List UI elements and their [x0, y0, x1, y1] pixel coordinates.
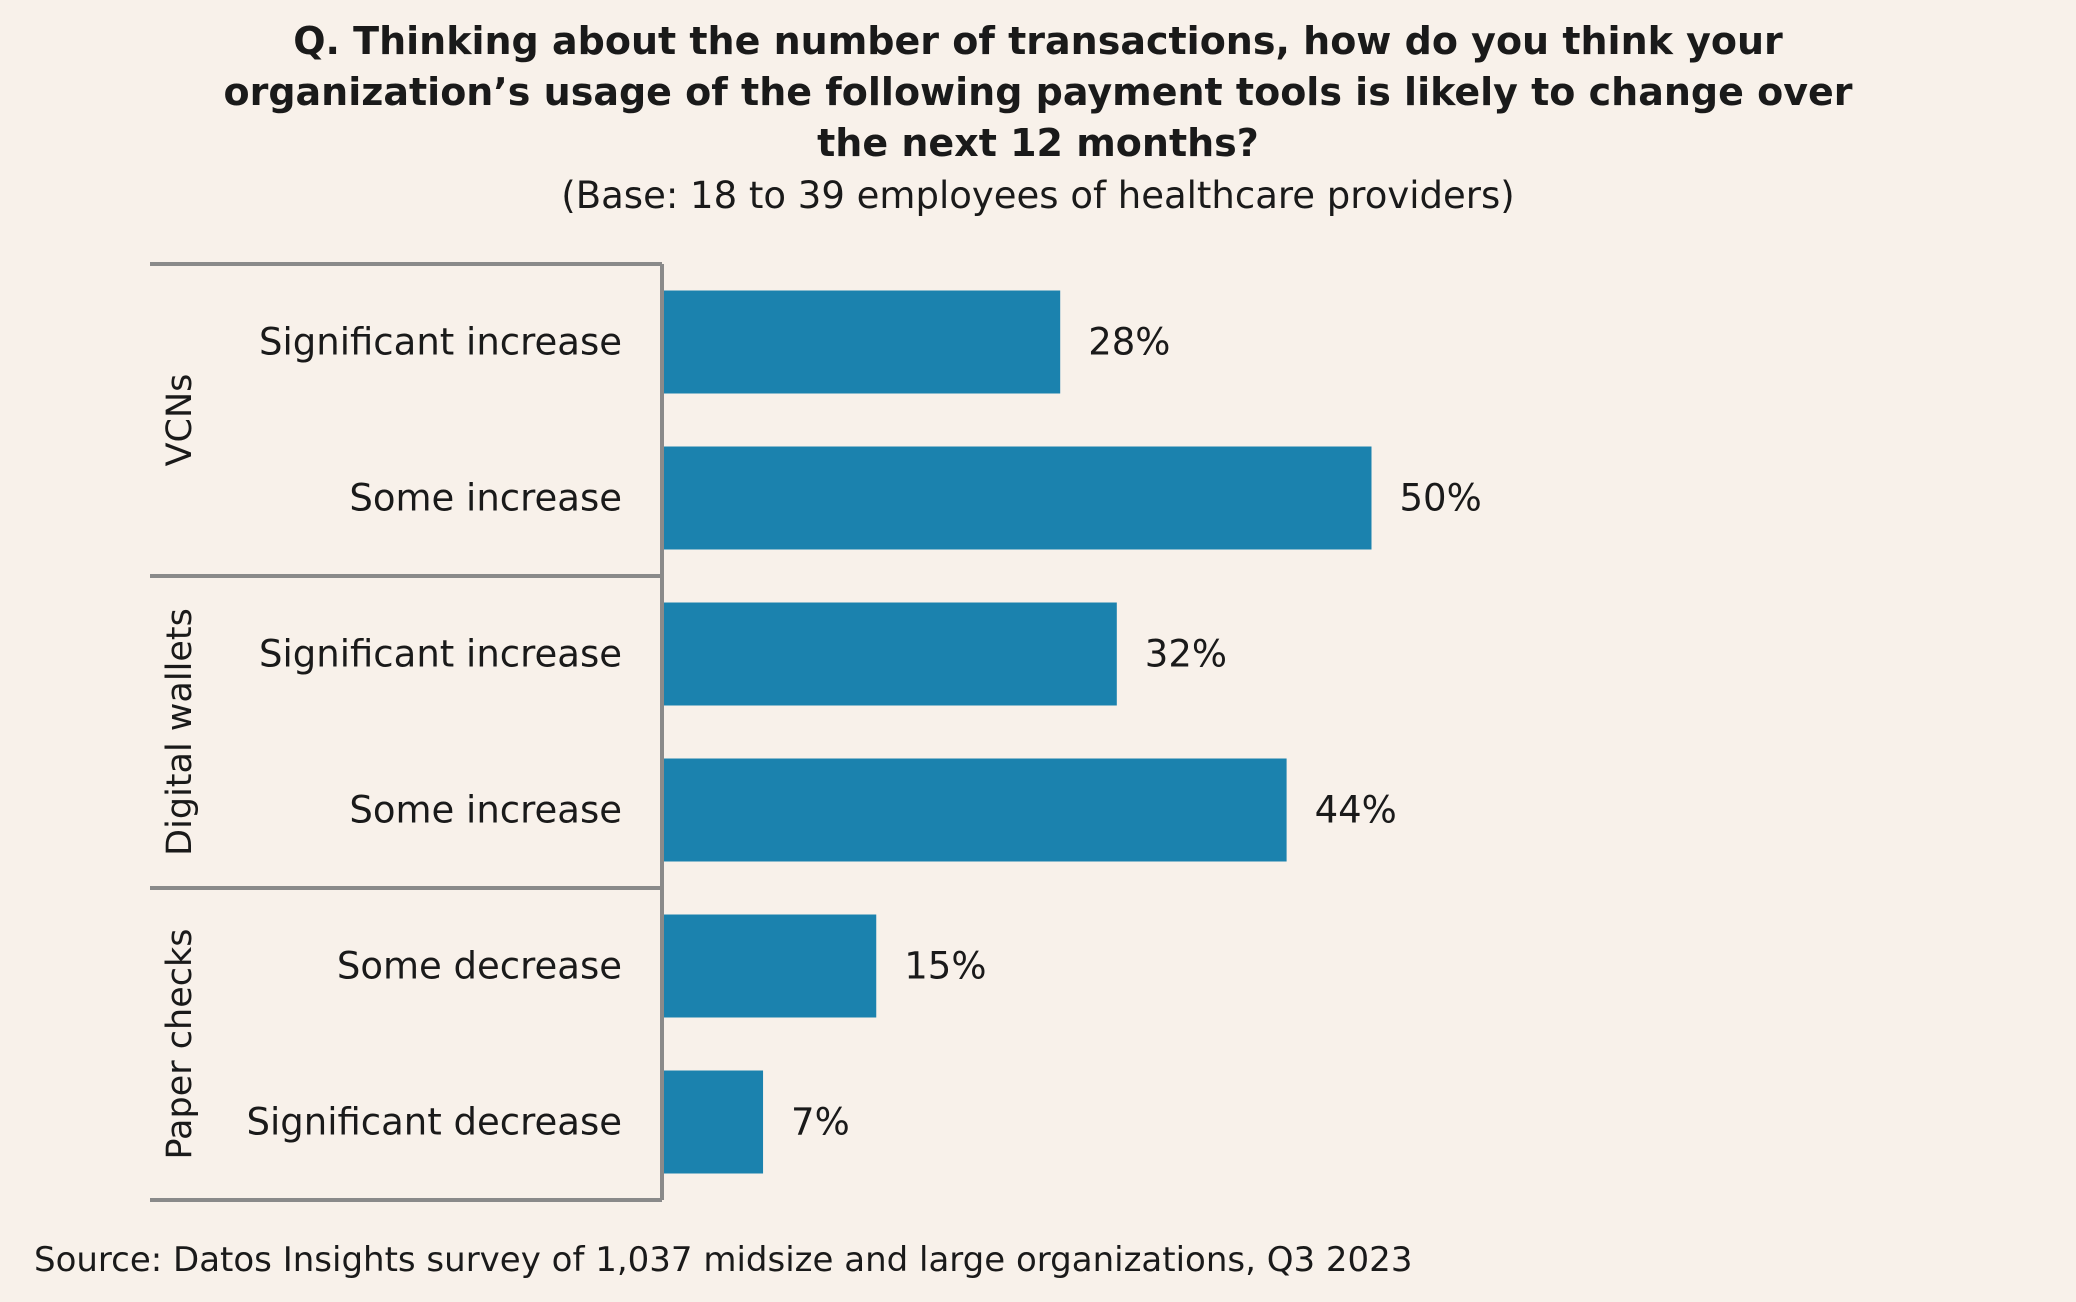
value-label: 28% [1088, 321, 1170, 364]
category-label: Some increase [349, 477, 622, 520]
value-label: 44% [1315, 789, 1397, 832]
value-label: 50% [1400, 477, 1482, 520]
bar [664, 446, 1372, 550]
group-label: Digital wallets [160, 608, 200, 856]
category-label: Some decrease [337, 945, 622, 988]
bar [664, 758, 1287, 862]
bar-chart: VCNs Significant increase 28% Some increase… [150, 262, 1482, 1202]
chart-title: Q. Thinking about the number of transact… [223, 19, 1853, 165]
category-label: Significant increase [259, 633, 622, 676]
chart-subtitle: (Base: 18 to 39 employees of healthcare … [561, 174, 1515, 217]
bar [664, 602, 1117, 706]
category-label: Significant increase [259, 321, 622, 364]
category-label: Some increase [349, 789, 622, 832]
chart-title-block: Q. Thinking about the number of transact… [0, 16, 2076, 221]
value-label: 7% [791, 1101, 850, 1144]
bar [664, 914, 877, 1018]
group-label: Paper checks [160, 929, 200, 1160]
bar [664, 1070, 764, 1174]
source-note: Source: Datos Insights survey of 1,037 m… [34, 1240, 1413, 1280]
category-label: Significant decrease [247, 1101, 623, 1144]
bar [664, 290, 1061, 394]
value-label: 32% [1145, 633, 1227, 676]
group-label: VCNs [160, 374, 200, 467]
value-label: 15% [904, 945, 986, 988]
